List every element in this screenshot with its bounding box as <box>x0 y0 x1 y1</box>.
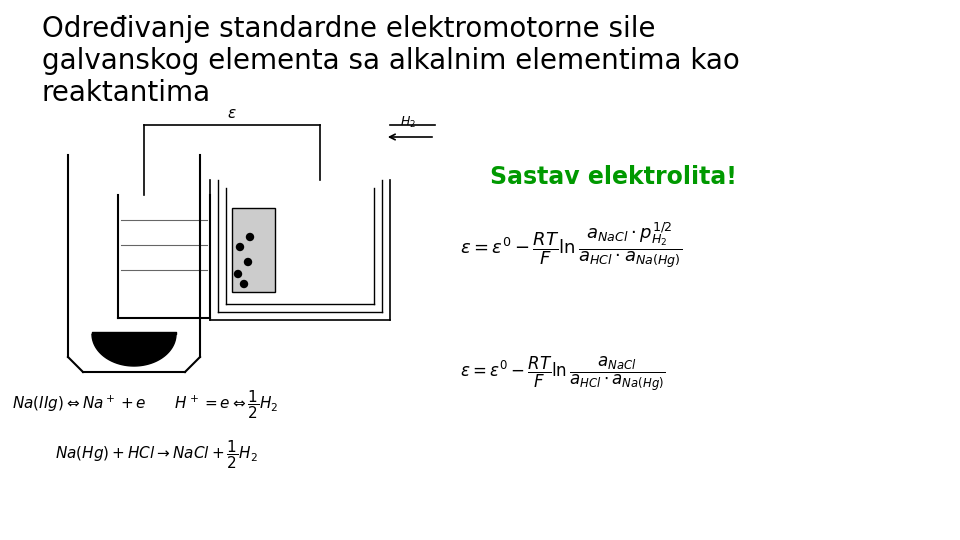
Text: $\varepsilon$: $\varepsilon$ <box>228 106 237 121</box>
Text: galvanskog elementa sa alkalnim elementima kao: galvanskog elementa sa alkalnim elementi… <box>42 47 740 75</box>
Text: $\varepsilon = \varepsilon^0 - \dfrac{RT}{F} \ln \dfrac{a_{NaCl} \cdot p_{H_2}^{: $\varepsilon = \varepsilon^0 - \dfrac{RT… <box>460 220 683 270</box>
Text: Sastav elektrolita!: Sastav elektrolita! <box>490 165 737 189</box>
Circle shape <box>245 259 252 266</box>
Circle shape <box>236 244 244 251</box>
Text: $\varepsilon = \varepsilon^0 - \dfrac{RT}{F} \ln \dfrac{a_{NaCl}}{a_{HCl} \cdot : $\varepsilon = \varepsilon^0 - \dfrac{RT… <box>460 355 665 394</box>
Text: $Na(Hg) + HCl \rightarrow NaCl + \dfrac{1}{2}H_2$: $Na(Hg) + HCl \rightarrow NaCl + \dfrac{… <box>55 438 257 471</box>
Bar <box>232 208 275 292</box>
Text: reaktantima: reaktantima <box>42 79 211 107</box>
Circle shape <box>241 280 248 287</box>
Circle shape <box>234 271 242 278</box>
Circle shape <box>247 233 253 240</box>
Polygon shape <box>92 334 176 366</box>
Text: $Na(IIg) \Leftrightarrow Na^+ + e \quad\quad H^+ = e \Leftrightarrow \dfrac{1}{2: $Na(IIg) \Leftrightarrow Na^+ + e \quad\… <box>12 388 278 421</box>
Text: $H_2$: $H_2$ <box>400 115 416 130</box>
Text: Određivanje standardne elektromotorne sile: Određivanje standardne elektromotorne si… <box>42 15 656 43</box>
